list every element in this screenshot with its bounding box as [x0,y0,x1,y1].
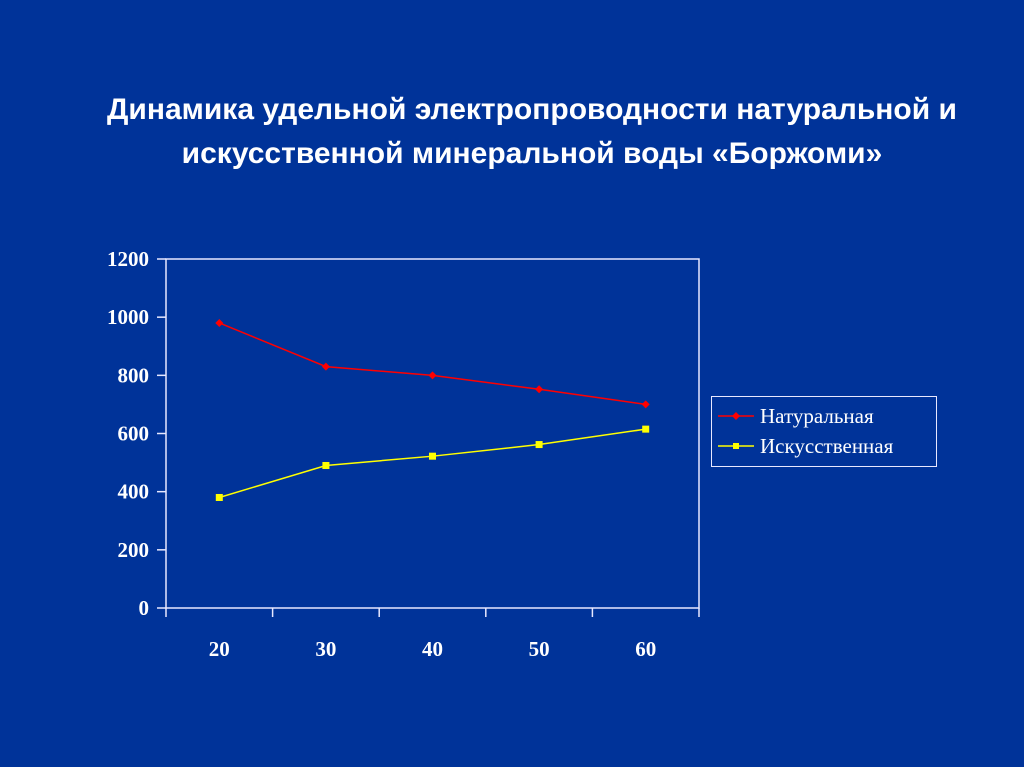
x-tick-label: 30 [315,637,336,661]
data-point-diamond [641,400,650,409]
x-tick-label: 40 [422,637,443,661]
y-tick-label: 1000 [107,305,149,329]
series-line-artificial [219,428,646,499]
data-point-square [429,452,436,460]
data-point-diamond [428,371,437,380]
data-point-diamond [321,362,330,371]
y-tick-label: 200 [118,538,150,562]
x-tick-label: 20 [209,637,230,661]
legend-label-artificial: Искусственная [760,433,894,458]
series-line-natural [219,322,646,406]
y-axis: 0 200 400 600 800 1000 1200 [107,247,166,620]
x-axis: 20 30 40 50 60 [165,608,700,661]
y-tick-label: 400 [118,480,150,504]
legend-item-artificial: Искусственная [718,431,936,461]
data-point-diamond [215,318,224,327]
y-tick-label: 0 [139,596,150,620]
chart-legend: Натуральная Искусственная [711,396,937,467]
y-tick-label: 600 [118,422,150,446]
series-layer [215,318,650,501]
red-diamond-line-icon [718,410,754,422]
legend-label-natural: Натуральная [760,403,874,428]
legend-item-natural: Натуральная [718,401,936,431]
data-point-square [642,425,650,433]
y-tick-label: 1200 [107,247,149,271]
data-point-square [322,461,330,469]
y-tick-label: 800 [118,363,150,387]
chart-title-line-1: Динамика удельной электропроводности нат… [107,93,957,126]
x-tick-label: 50 [529,637,550,661]
x-tick-label: 60 [635,637,656,661]
yellow-square-line-icon [718,440,754,452]
data-point-square [535,441,543,449]
chart-title-line-2: искусственной минеральной воды «Боржоми» [181,137,883,170]
data-point-square [215,493,223,501]
chart-title: Динамика удельной электропроводности нат… [0,88,1024,176]
data-point-diamond [535,385,544,394]
